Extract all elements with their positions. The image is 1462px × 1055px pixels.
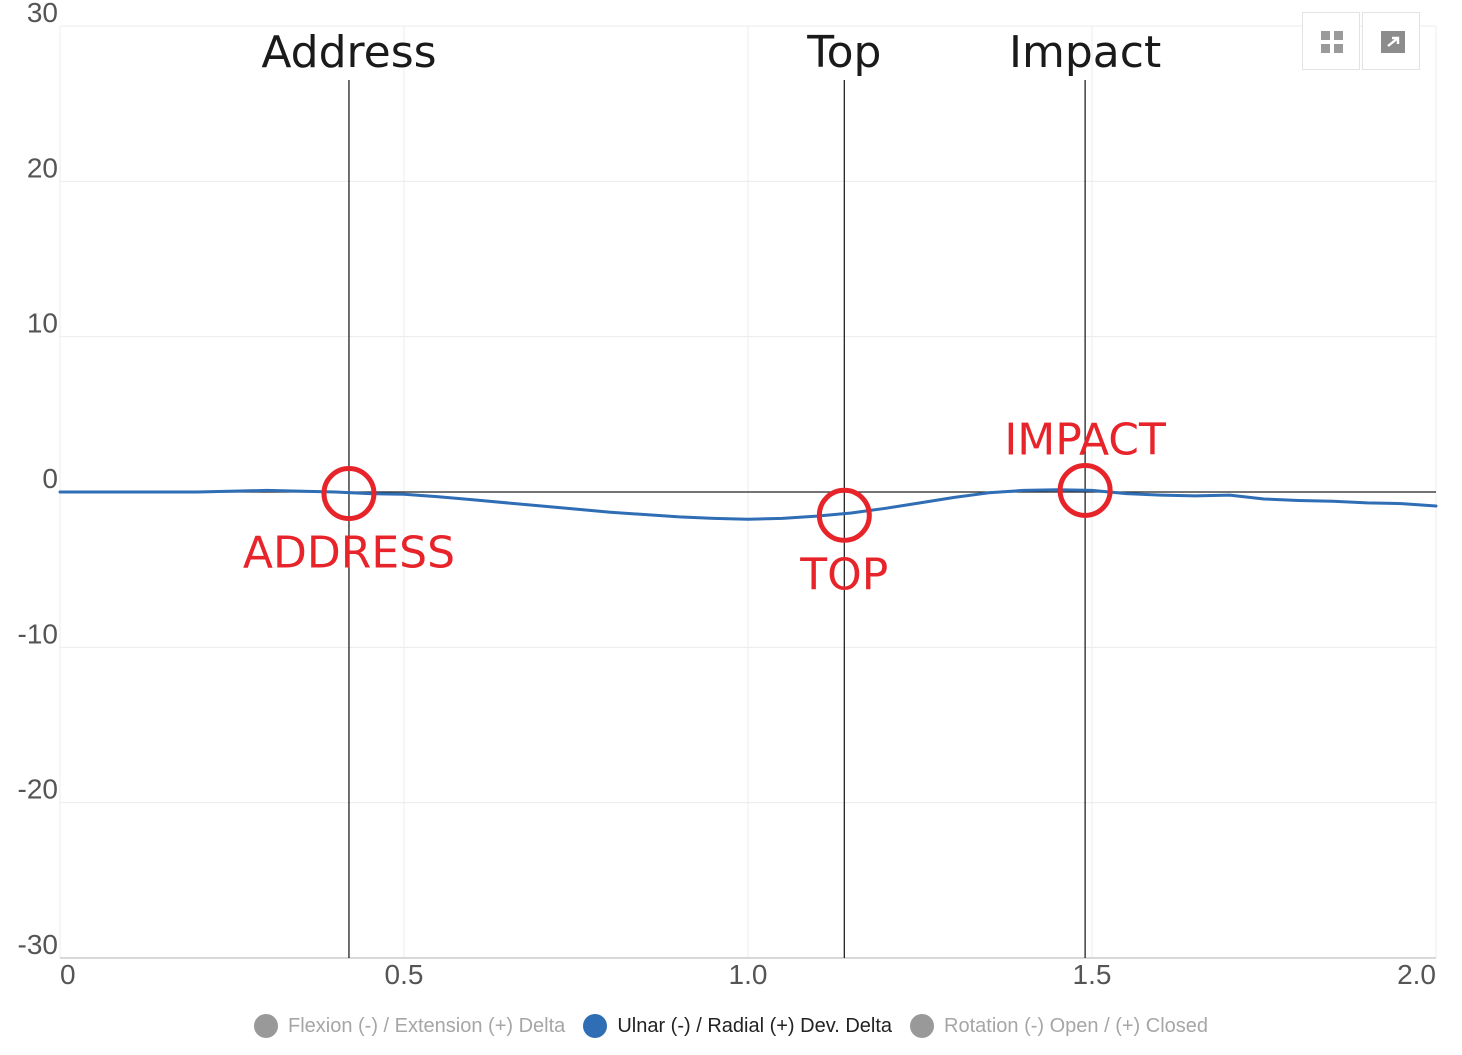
y-tick-label: -20 (18, 774, 58, 805)
event-marker-circle (1057, 462, 1113, 518)
legend-label: Rotation (-) Open / (+) Closed (944, 1014, 1209, 1037)
x-tick-label: 2.0 (1397, 959, 1436, 990)
event-label: Top (806, 27, 881, 78)
y-tick-label: -10 (18, 618, 58, 649)
x-tick-label: 0 (60, 959, 76, 990)
y-tick-label: 0 (42, 463, 58, 494)
x-tick-label: 1.5 (1073, 959, 1112, 990)
event-marker-label: ADDRESS (243, 528, 455, 579)
legend-marker (253, 1014, 278, 1038)
grid-icon (1321, 31, 1343, 53)
legend-marker (910, 1014, 935, 1038)
expand-icon (1381, 31, 1405, 53)
y-tick-label: 20 (27, 152, 58, 183)
legend-label: Flexion (-) / Extension (+) Delta (287, 1014, 566, 1037)
legend-item-flexion[interactable]: Flexion (-) / Extension (+) Delta (253, 1014, 566, 1038)
legend-label: Ulnar (-) / Radial (+) Dev. Delta (617, 1014, 893, 1037)
event-label: Impact (1009, 27, 1161, 78)
y-tick-label: 10 (27, 308, 58, 339)
event-marker-circle (321, 466, 377, 522)
event-marker-label: IMPACT (1004, 414, 1166, 465)
legend: Flexion (-) / Extension (+) Delta Ulnar … (0, 1010, 1462, 1042)
y-tick-label: -30 (18, 929, 58, 960)
event-label: Address (261, 27, 436, 78)
x-tick-label: 1.0 (729, 959, 768, 990)
legend-marker (583, 1014, 608, 1038)
legend-item-rotation[interactable]: Rotation (-) Open / (+) Closed (910, 1014, 1208, 1038)
grid-view-button[interactable] (1302, 12, 1360, 70)
event-marker-label: TOP (799, 549, 888, 600)
y-tick-label: 30 (27, 0, 58, 28)
chart: Address Top Impact ADDRESS TOP IMPACT 30 20 10… (18, 0, 1438, 990)
legend-item-ulnar-radial[interactable]: Ulnar (-) / Radial (+) Dev. Delta (583, 1014, 892, 1038)
event-marker-circle (816, 487, 872, 543)
x-tick-label: 0.5 (385, 959, 424, 990)
expand-button[interactable] (1362, 12, 1420, 70)
